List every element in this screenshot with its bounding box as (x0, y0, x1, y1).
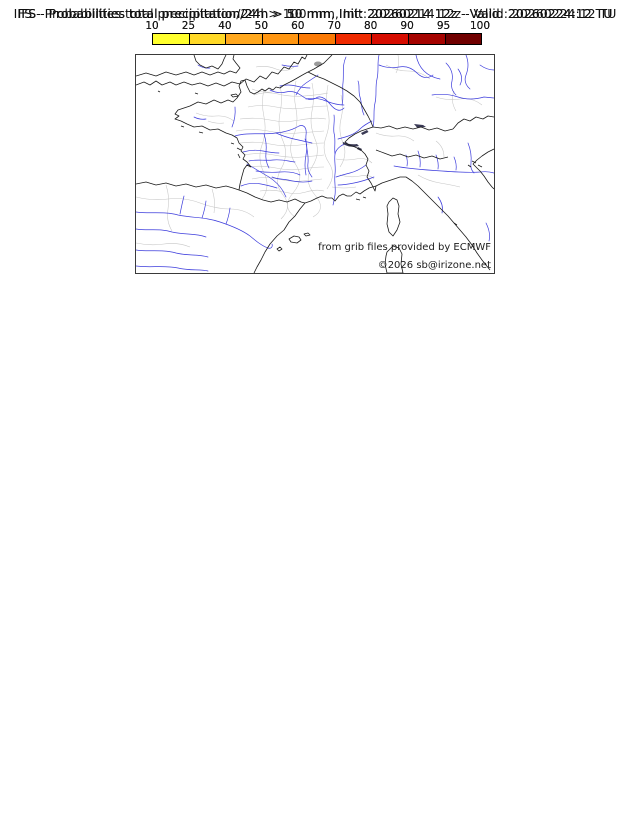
colorbar-segment-9 (445, 34, 482, 44)
colorbar-tick-90: 90 (400, 20, 414, 32)
map-title: IFS - Probabilities total precipitation/… (13, 6, 617, 21)
map-title: IFS - Probabilities total precipitation/… (17, 6, 613, 21)
provider-note: from grib files provided by ECMWF (318, 242, 491, 253)
colorbar-tick-25: 25 (181, 20, 196, 32)
colorbar-tick-25: 25 (181, 20, 196, 32)
colorbar-tick-95: 95 (436, 20, 451, 32)
colorbar-tick-95: 95 (436, 20, 451, 32)
colorbar-tick-100: 100 (469, 20, 491, 32)
colorbar-tick-90: 90 (400, 20, 414, 32)
colorbar-tick-70: 70 (327, 20, 341, 32)
colorbar-tick-80: 80 (363, 20, 378, 32)
colorbar-tick-40: 40 (218, 20, 232, 32)
colorbar-segment-2 (189, 34, 227, 44)
colorbar-bar (152, 33, 482, 45)
colorbar-tick-100: 100 (469, 20, 491, 32)
colorbar-tick-25: 25 (181, 20, 196, 32)
map-svg (136, 55, 494, 273)
colorbar-tick-50: 50 (254, 20, 269, 32)
colorbar-segment-7 (372, 34, 409, 44)
map-title: IFS - Probabilities total precipitation/… (17, 6, 613, 21)
copyright-note: ©2026 sb@irizone.net (377, 260, 491, 271)
colorbar-tick-10: 10 (145, 20, 159, 32)
colorbar-tick-50: 50 (254, 20, 269, 32)
colorbar-segment-8 (408, 34, 446, 44)
colorbar-segment-4 (262, 34, 300, 44)
colorbar-ticks: 10 25 40 50 60 70 80 90 95 100 (145, 20, 490, 32)
colorbar-tick-70: 70 (327, 20, 341, 32)
colorbar-tick-10: 10 (145, 20, 159, 32)
panel-precip-100mm: IFS - Probabilities total precipitation/… (0, 0, 630, 274)
colorbar-tick-50: 50 (254, 20, 269, 32)
colorbar-tick-60: 60 (291, 20, 305, 32)
colorbar-tick-80: 80 (363, 20, 378, 32)
colorbar-tick-70: 70 (327, 20, 341, 32)
colorbar-tick-100: 100 (469, 20, 491, 32)
colorbar-ticks: 10 25 40 50 60 70 80 90 95 100 (145, 20, 490, 32)
colorbar-tick-95: 95 (436, 20, 451, 32)
colorbar-tick-40: 40 (218, 20, 232, 32)
colorbar-tick-40: 40 (218, 20, 232, 32)
colorbar-tick-80: 80 (363, 20, 378, 32)
colorbar-segment-5 (299, 34, 336, 44)
colorbar-segment-1 (153, 34, 190, 44)
colorbar-tick-60: 60 (291, 20, 305, 32)
colorbar-tick-90: 90 (400, 20, 414, 32)
colorbar-ticks: 10 25 40 50 60 70 80 90 95 100 (145, 20, 490, 32)
colorbar-tick-60: 60 (291, 20, 305, 32)
colorbar-segment-3 (226, 34, 263, 44)
colorbar-tick-10: 10 (145, 20, 159, 32)
colorbar-segment-6 (335, 34, 373, 44)
map-france-100mm: from grib files provided by ECMWF ©2026 … (135, 54, 495, 274)
